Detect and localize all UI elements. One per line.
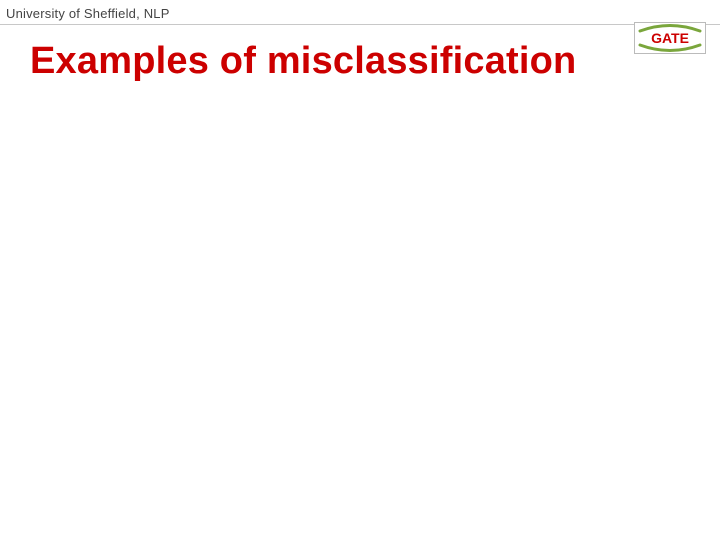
header-divider <box>0 24 720 25</box>
header-affiliation: University of Sheffield, NLP <box>6 6 170 21</box>
gate-logo: GATE <box>634 22 706 54</box>
gate-logo-svg: GATE <box>634 22 706 54</box>
logo-text: GATE <box>651 30 689 46</box>
slide: University of Sheffield, NLP Examples of… <box>0 0 720 540</box>
slide-title: Examples of misclassification <box>30 40 576 83</box>
